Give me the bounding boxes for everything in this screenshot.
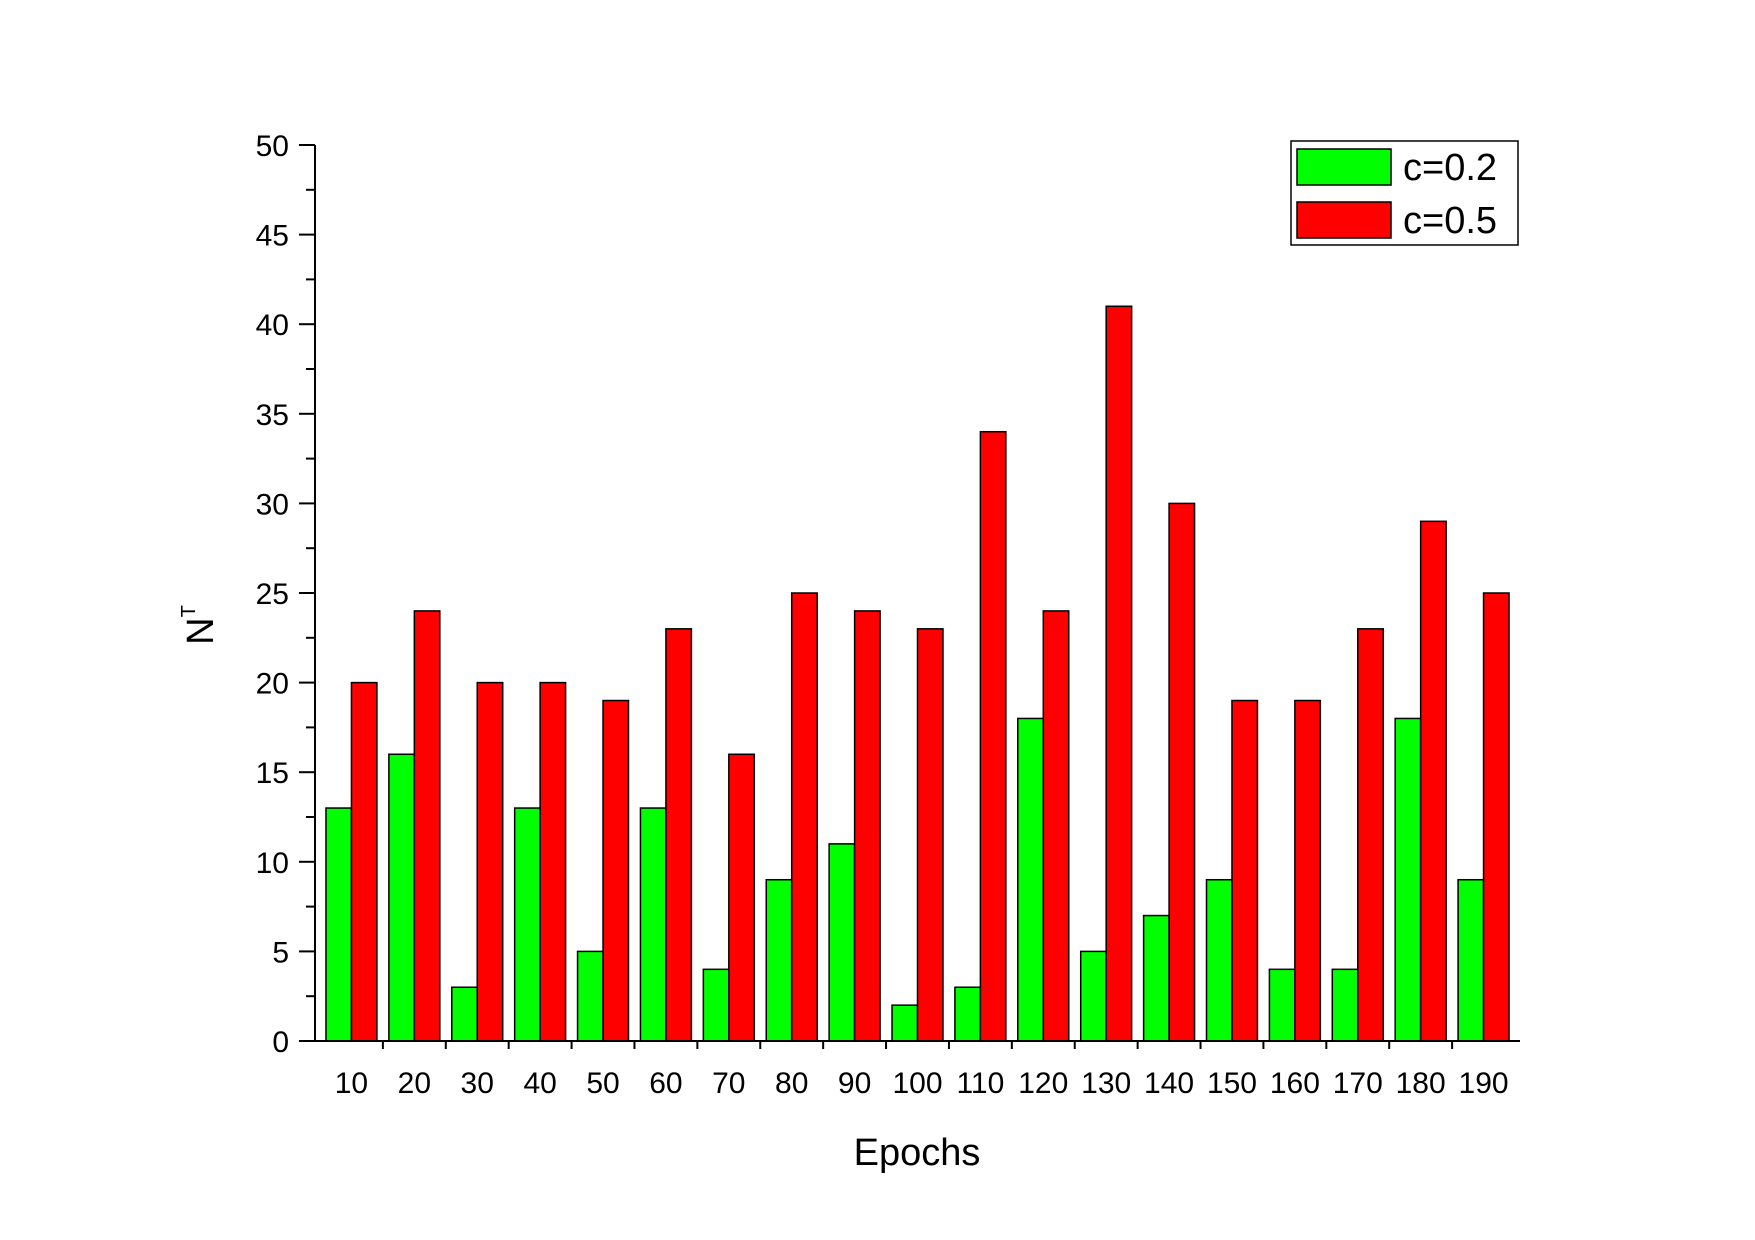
bar-c05-10	[350, 681, 378, 1042]
bar-c02-10	[325, 807, 353, 1042]
x-tick-label: 70	[712, 1067, 745, 1100]
y-axis-title: N	[180, 617, 222, 644]
x-tick-label: 20	[398, 1067, 431, 1100]
bar-c05-150	[1231, 699, 1259, 1042]
x-tick-label: 150	[1207, 1067, 1257, 1100]
bar-c05-80	[790, 592, 818, 1042]
x-tick-label: 100	[892, 1067, 942, 1100]
y-tick-label: 40	[256, 309, 289, 342]
legend-label-c05: c=0.5	[1403, 200, 1497, 242]
svg-text:NT: NT	[178, 605, 222, 645]
y-ticks-group: 0 5 10 15 20 25 30 35 40 45 50	[256, 130, 315, 1059]
bar-c05-90	[853, 610, 881, 1042]
bar-c02-30	[451, 986, 478, 1042]
bar-c05-70	[728, 753, 756, 1042]
bar-c02-130	[1079, 950, 1107, 1042]
y-tick-label: 5	[272, 936, 289, 969]
bar-c05-130	[1105, 305, 1133, 1042]
bar-c02-40	[513, 807, 541, 1042]
bar-c02-190	[1457, 878, 1485, 1042]
bar-c02-60	[639, 807, 667, 1042]
bar-c05-180	[1419, 520, 1447, 1042]
bar-c05-190	[1482, 592, 1510, 1042]
legend-label-c02: c=0.2	[1403, 147, 1497, 189]
x-axis-title: Epochs	[854, 1132, 981, 1174]
y-tick-label: 0	[272, 1026, 289, 1059]
x-tick-label: 10	[335, 1067, 368, 1100]
bar-c02-180	[1394, 717, 1422, 1042]
bar-c02-110	[954, 986, 982, 1042]
y-tick-label: 30	[256, 488, 289, 521]
x-tick-label: 190	[1459, 1067, 1509, 1100]
y-axis-title-superscript: T	[178, 605, 200, 617]
bar-c02-70	[702, 968, 730, 1042]
bar-c05-60	[665, 628, 693, 1042]
y-tick-label: 20	[256, 668, 289, 701]
bar-c05-170	[1357, 628, 1384, 1042]
y-tick-label: 25	[256, 578, 289, 611]
bar-c02-170	[1331, 968, 1359, 1042]
bar-c05-50	[602, 699, 630, 1042]
x-tick-label: 180	[1396, 1067, 1446, 1100]
bar-c05-120	[1042, 610, 1070, 1042]
bar-c05-30	[476, 681, 504, 1042]
x-tick-label: 130	[1081, 1067, 1131, 1100]
bar-c02-100	[891, 1004, 919, 1042]
x-tick-label: 40	[523, 1067, 556, 1100]
bar-c02-120	[1017, 717, 1045, 1042]
bar-c02-140	[1142, 914, 1170, 1042]
bar-c05-110	[979, 430, 1007, 1042]
legend-swatch-c05	[1296, 201, 1392, 239]
bar-c02-150	[1205, 878, 1233, 1042]
x-tick-label: 110	[956, 1067, 1004, 1100]
legend-swatch-c02	[1296, 148, 1392, 186]
x-tick-label: 30	[461, 1067, 494, 1100]
bar-c02-90	[828, 843, 856, 1042]
bar-c05-40	[539, 681, 567, 1042]
x-tick-label: 90	[838, 1067, 871, 1100]
bar-c05-140	[1168, 502, 1196, 1042]
x-tick-label: 80	[775, 1067, 808, 1100]
x-tick-label: 120	[1018, 1067, 1068, 1100]
x-tick-label: 50	[586, 1067, 619, 1100]
y-tick-label: 45	[256, 220, 289, 253]
x-tick-label: 140	[1144, 1067, 1194, 1100]
bar-c02-50	[576, 950, 604, 1042]
bar-c02-20	[388, 753, 416, 1042]
bar-c02-160	[1268, 968, 1296, 1042]
legend: c=0.2 c=0.5	[1290, 140, 1519, 246]
bar-c05-100	[916, 628, 944, 1042]
y-tick-label: 50	[256, 130, 289, 163]
y-tick-label: 15	[256, 757, 289, 790]
bar-c02-80	[765, 878, 793, 1042]
y-tick-label: 10	[256, 847, 289, 880]
y-axis-title-group: NT	[178, 605, 222, 645]
x-tick-label: 170	[1333, 1067, 1383, 1100]
bar-c05-20	[413, 610, 441, 1042]
x-tick-label: 60	[649, 1067, 682, 1100]
bars-group	[325, 305, 1510, 1042]
bar-c05-160	[1294, 699, 1322, 1042]
x-ticks-group: 10 20 30 40 50 60 70 80 90 100 110 120 130 140 150 160 1…	[335, 1041, 1509, 1100]
x-tick-label: 160	[1270, 1067, 1320, 1100]
y-tick-label: 35	[256, 399, 289, 432]
